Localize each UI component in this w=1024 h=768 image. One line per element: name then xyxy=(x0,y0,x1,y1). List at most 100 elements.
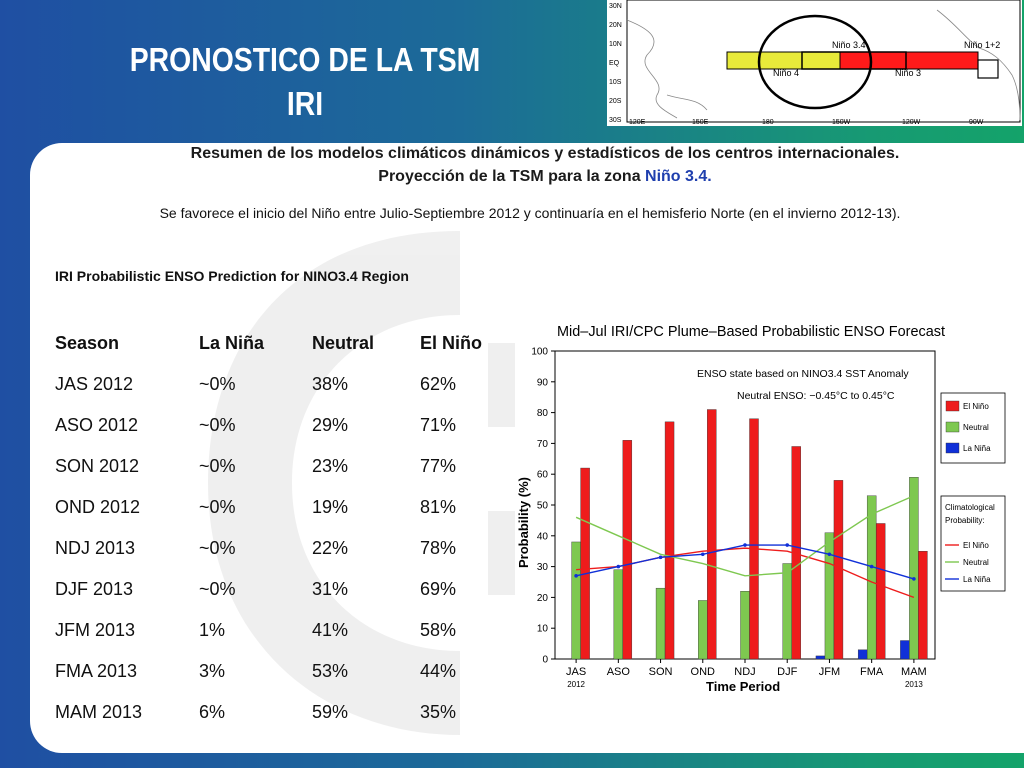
legend-swatch xyxy=(945,442,960,454)
y-tick-label: 60 xyxy=(537,470,549,481)
cell-la-nina: ~0% xyxy=(199,456,236,476)
map-lon-label: 90W xyxy=(969,119,984,126)
bar-neutral xyxy=(909,477,919,660)
climatology-legend-title: Climatological xyxy=(945,503,995,512)
cell-neutral: 53% xyxy=(312,661,349,681)
climatology-point-la-nina xyxy=(869,564,874,569)
legend-swatch xyxy=(945,421,960,433)
y-tick-label: 100 xyxy=(531,347,548,358)
cell-el-nino: 35% xyxy=(420,702,457,722)
legend-label: La Niña xyxy=(963,444,991,453)
nino34-circle xyxy=(757,14,873,110)
bar-el-nino xyxy=(707,409,717,660)
bar-neutral xyxy=(824,532,835,660)
x-tick-label: JFM xyxy=(819,666,840,678)
map-lat-label: EQ xyxy=(609,60,620,67)
cell-season: NDJ 2013 xyxy=(55,538,136,558)
cell-la-nina: 3% xyxy=(199,661,226,681)
x-axis-label: Time Period xyxy=(706,679,780,694)
climatology-line-neutral xyxy=(575,495,915,577)
header-la-nina: La Niña xyxy=(199,333,265,353)
cell-la-nina: ~0% xyxy=(199,415,236,435)
cell-season: ASO 2012 xyxy=(55,415,139,435)
table-row: FMA 2013 3% 53% 44% xyxy=(55,651,500,692)
chart-title: Mid–Jul IRI/CPC Plume–Based Probabilisti… xyxy=(557,323,946,340)
bar-la-nina xyxy=(815,655,826,660)
legend-swatch xyxy=(945,400,960,412)
slide-title-line1: PRONOSTICO DE LA TSM xyxy=(129,41,481,78)
cell-season: SON 2012 xyxy=(55,456,140,476)
climatology-legend-label: El Niño xyxy=(963,541,989,550)
climatology-point-la-nina xyxy=(658,555,663,560)
cell-neutral: 59% xyxy=(312,702,349,722)
bar-el-nino xyxy=(918,550,928,660)
bar-el-nino xyxy=(875,523,886,660)
cell-season: JAS 2012 xyxy=(55,374,134,394)
y-tick-label: 0 xyxy=(542,655,548,666)
enso-chart-svg: Mid–Jul IRI/CPC Plume–Based Probabilisti… xyxy=(515,303,1009,703)
climatology-legend-label: Neutral xyxy=(963,558,989,567)
map-lat-label: 20N xyxy=(609,22,622,29)
bar-el-nino xyxy=(664,421,675,660)
table-row: OND 2012 ~0% 19% 81% xyxy=(55,487,500,528)
y-tick-label: 20 xyxy=(537,593,549,604)
climatology-point-la-nina xyxy=(912,577,916,581)
climatology-point-la-nina xyxy=(785,543,790,547)
map-label-nino12: Niño 1+2 xyxy=(964,40,1000,50)
bar-el-nino xyxy=(749,418,759,660)
slide-title-line2: IRI xyxy=(286,85,324,122)
x-tick-sublabel: 2013 xyxy=(905,680,923,689)
bar-neutral xyxy=(866,495,877,660)
climatology-legend-title: Probability: xyxy=(945,516,985,525)
cell-neutral: 29% xyxy=(312,415,349,435)
x-tick-sublabel: 2012 xyxy=(567,680,585,689)
cell-neutral: 41% xyxy=(312,620,349,640)
map-lat-label: 20S xyxy=(609,98,622,105)
forecast-note: Se favorece el inicio del Niño entre Jul… xyxy=(159,205,901,221)
iri-prediction-title: IRI Probabilistic ENSO Prediction for NI… xyxy=(55,268,409,284)
map-lon-label: 150E xyxy=(692,119,709,126)
cell-neutral: 38% xyxy=(312,374,349,394)
x-tick-label: JAS xyxy=(566,666,586,678)
cell-el-nino: 81% xyxy=(420,497,457,517)
climatology-point-la-nina xyxy=(616,564,621,569)
cell-la-nina: ~0% xyxy=(199,579,236,599)
y-tick-label: 80 xyxy=(537,408,549,419)
y-tick-label: 30 xyxy=(537,562,549,573)
table-row: JAS 2012 ~0% 38% 62% xyxy=(55,364,500,405)
x-tick-label: DJF xyxy=(777,666,797,678)
cell-neutral: 19% xyxy=(312,497,349,517)
bar-el-nino xyxy=(580,467,590,660)
header-line1: Resumen de los modelos climáticos dinámi… xyxy=(190,145,900,162)
y-tick-label: 50 xyxy=(537,501,549,512)
x-tick-label: FMA xyxy=(860,666,884,678)
bar-neutral xyxy=(655,587,666,660)
table-header-row: Season La Niña Neutral El Niño xyxy=(55,323,500,364)
y-tick-label: 40 xyxy=(537,531,549,542)
legend-label: El Niño xyxy=(963,402,989,411)
cell-la-nina: ~0% xyxy=(199,497,236,517)
cell-la-nina: 1% xyxy=(199,620,226,640)
table-row: ASO 2012 ~0% 29% 71% xyxy=(55,405,500,446)
climatology-legend-label: La Niña xyxy=(963,575,991,584)
y-axis-label: Probability (%) xyxy=(516,477,531,568)
map-lon-label: 150W xyxy=(832,119,851,126)
nino4-region xyxy=(726,51,841,70)
cell-la-nina: ~0% xyxy=(199,374,236,394)
bar-neutral xyxy=(613,569,624,660)
y-tick-label: 90 xyxy=(537,377,549,388)
map-label-nino34: Niño 3.4 xyxy=(832,40,866,50)
bar-neutral xyxy=(740,591,750,660)
cell-el-nino: 69% xyxy=(420,579,457,599)
table-row: SON 2012 ~0% 23% 77% xyxy=(55,446,500,487)
bar-la-nina xyxy=(900,640,910,660)
bar-el-nino xyxy=(622,440,633,660)
chart-annotation-line1: ENSO state based on NINO3.4 SST Anomaly xyxy=(697,368,909,380)
header-season: Season xyxy=(55,333,120,353)
cell-neutral: 31% xyxy=(312,579,349,599)
map-lon-label: 120E xyxy=(629,119,646,126)
map-label-nino4: Niño 4 xyxy=(773,68,799,78)
climatology-point-la-nina xyxy=(700,552,705,557)
map-lon-label: 120W xyxy=(902,119,921,126)
table-row: NDJ 2013 ~0% 22% 78% xyxy=(55,528,500,569)
